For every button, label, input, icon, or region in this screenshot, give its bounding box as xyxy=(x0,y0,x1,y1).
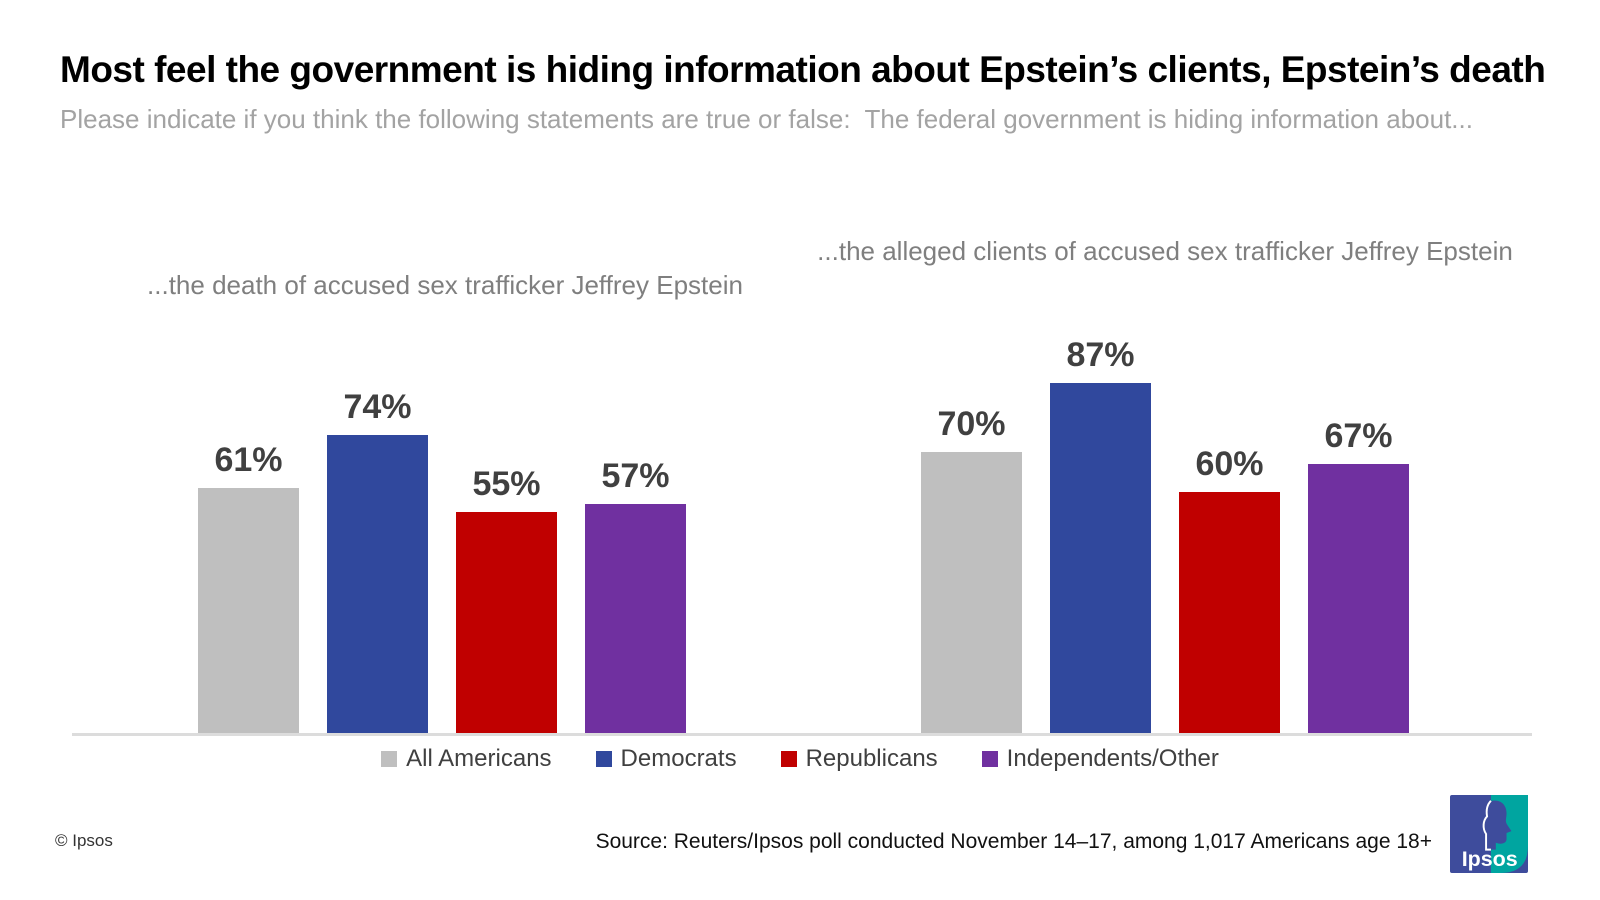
legend-item-republicans: Republicans xyxy=(780,745,938,773)
bar-value-label: 61% xyxy=(214,440,283,479)
bar-group-republicans: 60% xyxy=(1179,330,1280,735)
bar xyxy=(1308,463,1409,735)
bar-chart-clients: 70% 87% 60% 67% xyxy=(815,330,1515,735)
bar xyxy=(327,435,428,735)
legend-label: Republicans xyxy=(805,745,938,772)
legend-swatch-icon xyxy=(981,751,998,767)
bar xyxy=(1179,492,1280,735)
bar-value-label: 57% xyxy=(601,457,670,496)
bar-chart-death: 61% 74% 55% 57% xyxy=(92,330,792,735)
bar-group-all-americans: 61% xyxy=(198,330,299,735)
bar xyxy=(198,487,299,735)
bar-group-democrats: 87% xyxy=(1050,330,1151,735)
bar-value-label: 70% xyxy=(937,404,1006,443)
bar-value-label: 87% xyxy=(1066,335,1135,374)
logo-divider-line xyxy=(1482,800,1492,851)
page-subtitle: Please indicate if you think the followi… xyxy=(60,104,1473,134)
legend-item-democrats: Democrats xyxy=(595,745,737,773)
legend: All Americans Democrats Republicans Indepen… xyxy=(0,745,1600,773)
legend-swatch-icon xyxy=(595,751,612,767)
legend-item-all-americans: All Americans xyxy=(381,745,552,773)
header: Most feel the government is hiding infor… xyxy=(60,44,1550,137)
bar-group-independents-other: 57% xyxy=(585,330,686,735)
logo-face-silhouette xyxy=(1483,800,1512,850)
bar-value-label: 67% xyxy=(1324,416,1393,455)
chart-title-clients: ...the alleged clients of accused sex tr… xyxy=(817,236,1513,266)
page-title: Most feel the government is hiding infor… xyxy=(60,49,1546,90)
logo-wordmark: Ipsos xyxy=(1462,847,1518,871)
chart-title-death: ...the death of accused sex trafficker J… xyxy=(147,270,743,300)
legend-label: Independents/Other xyxy=(1006,745,1219,772)
legend-item-independents-other: Independents/Other xyxy=(981,745,1219,773)
bar xyxy=(921,451,1022,735)
source-note: Source: Reuters/Ipsos poll conducted Nov… xyxy=(595,830,1432,853)
legend-swatch-icon xyxy=(381,751,398,767)
bar-value-label: 60% xyxy=(1195,445,1264,483)
bar xyxy=(585,504,686,735)
legend-label: Democrats xyxy=(620,745,737,772)
bar-group-independents-other: 67% xyxy=(1308,330,1409,735)
bar xyxy=(456,512,557,735)
bar-group-democrats: 74% xyxy=(327,330,428,735)
ipsos-logo: Ipsos xyxy=(1450,795,1528,873)
copyright-note: © Ipsos xyxy=(55,831,113,850)
x-axis-line xyxy=(72,733,1532,736)
legend-label: All Americans xyxy=(406,745,552,772)
bar xyxy=(1050,382,1151,735)
bar-value-label: 55% xyxy=(472,465,541,504)
bar-value-label: 74% xyxy=(343,388,412,427)
bar-group-all-americans: 70% xyxy=(921,330,1022,735)
bar-group-republicans: 55% xyxy=(456,330,557,735)
legend-swatch-icon xyxy=(780,751,797,767)
